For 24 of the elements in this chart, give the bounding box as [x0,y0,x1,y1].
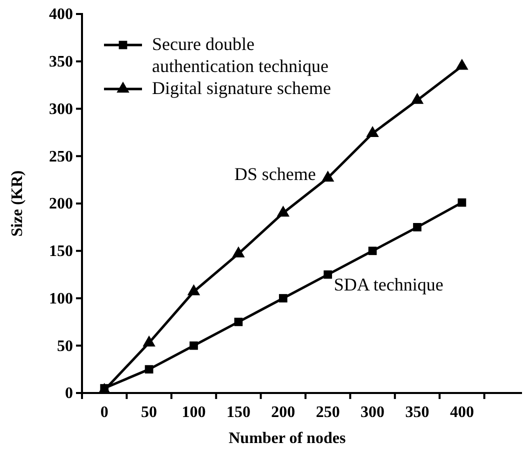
y-tick-label: 250 [49,148,73,166]
x-tick-label: 400 [450,404,474,421]
x-tick-label: 250 [316,404,340,421]
x-tick-label: 350 [405,404,430,421]
y-tick-label: 200 [49,196,73,213]
y-tick-label: 50 [57,338,73,355]
x-tick-label: 50 [141,404,158,421]
legend-label: Secure double authentication technique [152,34,328,76]
y-tick-label: 350 [49,53,73,70]
y-tick-label: 100 [49,290,73,308]
y-tick-label: 300 [49,100,73,118]
annotation: SDA technique [334,274,444,295]
x-tick-label: 0 [100,404,108,421]
y-tick-label: 150 [49,242,73,260]
x-axis-title: Number of nodes [228,430,346,447]
x-tick-label: 150 [226,404,250,421]
x-tick-label: 300 [360,404,385,421]
annotation: DS scheme [234,164,316,184]
x-tick-label: 100 [182,404,206,421]
y-tick-label: 0 [65,385,73,402]
y-tick-label: 400 [49,6,73,24]
y-axis-title: Size (KR) [9,170,26,237]
legend-label: Digital signature scheme [152,78,331,98]
x-tick-label: 200 [271,404,296,421]
